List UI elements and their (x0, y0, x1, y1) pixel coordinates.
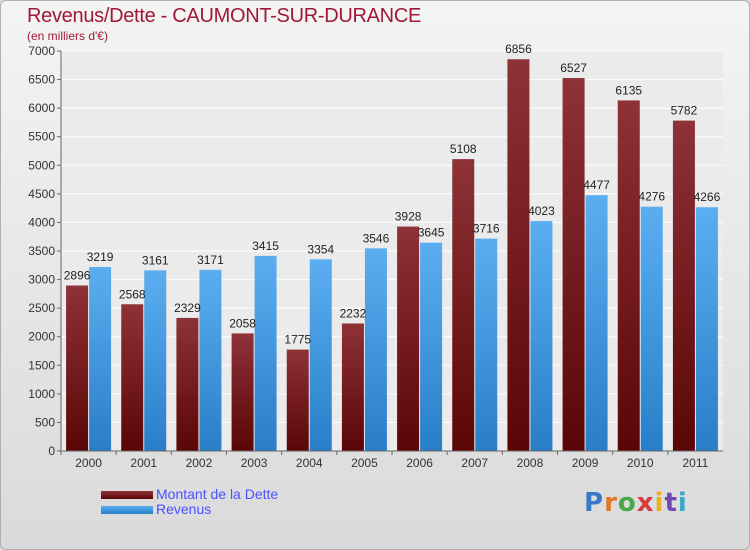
x-tick-label: 2001 (130, 456, 157, 470)
bar-revenus (585, 195, 608, 451)
value-label-revenus: 3219 (87, 250, 114, 264)
value-label-revenus: 3354 (307, 242, 334, 256)
bar-debt (176, 317, 199, 451)
bar-debt (507, 59, 530, 451)
value-labels: 2896 3219 2568 3161 2329 3171 2058 3415 1775 3354… (64, 42, 721, 346)
y-tick-label: 0 (48, 444, 55, 458)
value-label-debt: 3928 (395, 210, 422, 224)
value-label-revenus: 3161 (142, 253, 169, 267)
bar-debt (341, 323, 364, 451)
y-tick-label: 2000 (28, 330, 55, 344)
bar-debt (617, 100, 640, 451)
bar-revenus (640, 206, 663, 451)
legend-label-revenus: Revenus (156, 501, 212, 517)
y-tick-label: 4500 (28, 187, 55, 201)
x-tick-label: 2006 (406, 456, 433, 470)
x-tick-label: 2004 (296, 456, 323, 470)
y-tick-label: 3000 (28, 273, 55, 287)
value-label-debt: 6856 (505, 42, 532, 56)
value-label-revenus: 4266 (694, 190, 721, 204)
bar-debt (66, 285, 89, 451)
grid (61, 50, 723, 452)
y-tick-label: 1000 (28, 387, 55, 401)
y-tick-label: 5500 (28, 130, 55, 144)
bar-revenus (420, 242, 443, 451)
value-label-revenus: 3716 (473, 222, 500, 236)
legend-label-debt: Montant de la Dette (156, 486, 279, 502)
value-label-debt: 2058 (229, 316, 256, 330)
legend-swatch-revenus (101, 506, 153, 514)
value-label-debt: 5782 (671, 104, 698, 118)
value-label-revenus: 4276 (638, 190, 665, 204)
x-tick-label: 2011 (683, 456, 709, 470)
x-tick-label: 2009 (572, 456, 599, 470)
x-tick-label: 2010 (627, 456, 654, 470)
bar-revenus (364, 248, 387, 451)
bars (66, 59, 718, 452)
bar-revenus (254, 255, 277, 451)
legend-swatch-debt (101, 491, 153, 499)
y-tick-label: 6000 (28, 101, 55, 115)
logo-letter: i (654, 488, 665, 518)
bar-revenus (89, 267, 112, 451)
axes: 0 500 1000 1500 2000 2500 3000 3500 4000 4500 5000… (28, 44, 723, 470)
value-label-debt: 6135 (615, 83, 642, 97)
value-label-debt: 2568 (119, 287, 146, 301)
bar-debt (121, 304, 144, 451)
bar-revenus (695, 207, 718, 451)
value-label-revenus: 3171 (197, 253, 224, 267)
x-tick-label: 2003 (241, 456, 268, 470)
y-tick-label: 1500 (28, 358, 55, 372)
logo-letter: r (604, 488, 618, 518)
value-label-revenus: 4477 (583, 178, 610, 192)
chart-subtitle: (en milliers d'€) (27, 29, 108, 43)
bar-debt (562, 78, 585, 452)
value-label-revenus: 4023 (528, 204, 555, 218)
bar-debt (231, 333, 254, 451)
x-tick-label: 2008 (517, 456, 544, 470)
logo-letter: P (584, 488, 605, 518)
x-tick-label: 2002 (186, 456, 213, 470)
bar-debt (452, 159, 475, 451)
value-label-debt: 5108 (450, 142, 477, 156)
y-tick-label: 2500 (28, 301, 55, 315)
value-label-debt: 6527 (560, 61, 587, 75)
bar-revenus (475, 238, 498, 451)
bar-revenus (199, 269, 222, 451)
proxiti-logo: Proxiti (584, 488, 688, 518)
logo-letter: i (677, 488, 688, 518)
y-tick-label: 7000 (28, 44, 55, 58)
bar-revenus (530, 221, 553, 451)
bar-revenus (309, 259, 332, 451)
logo-letter: t (664, 488, 678, 518)
x-tick-label: 2005 (351, 456, 378, 470)
y-tick-label: 5000 (28, 158, 55, 172)
bar-revenus (144, 270, 167, 451)
value-label-debt: 1775 (284, 333, 311, 347)
y-tick-label: 6500 (28, 73, 55, 87)
y-tick-label: 500 (35, 415, 55, 429)
y-tick-label: 3500 (28, 244, 55, 258)
value-label-debt: 2896 (64, 269, 91, 283)
value-label-debt: 2232 (340, 306, 367, 320)
value-label-revenus: 3415 (252, 239, 279, 253)
logo-letter: o (617, 488, 637, 518)
chart-title: Revenus/Dette - CAUMONT-SUR-DURANCE (27, 5, 422, 27)
value-label-debt: 2329 (174, 301, 201, 315)
bar-debt (672, 120, 695, 451)
value-label-revenus: 3546 (363, 231, 390, 245)
x-tick-label: 2000 (75, 456, 102, 470)
logo-letter: x (636, 488, 655, 518)
y-tick-label: 4000 (28, 215, 55, 229)
value-label-revenus: 3645 (418, 226, 445, 240)
bar-debt (286, 349, 309, 451)
bar-debt (397, 226, 420, 451)
x-tick-label: 2007 (461, 456, 488, 470)
